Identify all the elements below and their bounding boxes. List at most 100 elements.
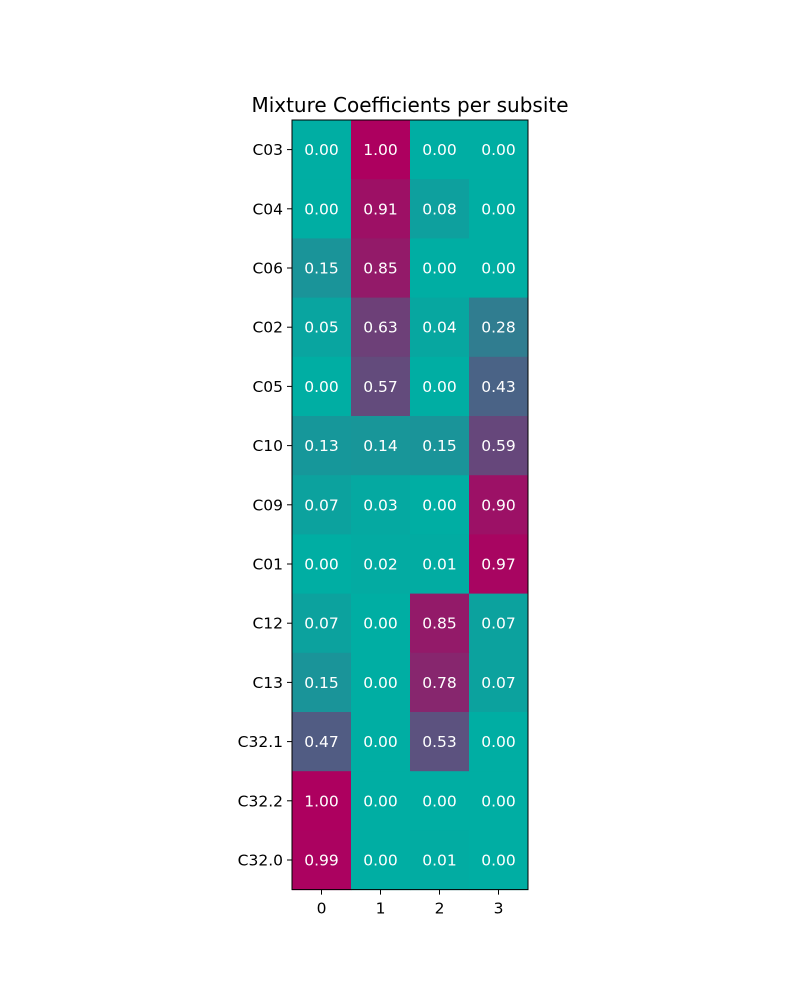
cell-value-label: 0.00: [363, 792, 398, 810]
heatmap-cell: [469, 771, 529, 831]
heatmap-cell: [410, 297, 470, 358]
chart-title: Mixture Coefficients per subsite: [251, 93, 568, 117]
y-tick-label: C03: [252, 141, 283, 159]
y-tick-label: C04: [252, 200, 283, 218]
y-axis: C03 C04 C06 C02 C05 C10 C09 C01 C12 C13 C32.1 C32.2…: [238, 141, 292, 870]
heatmap-cell: [410, 238, 470, 299]
cell-value-label: 0.00: [481, 141, 516, 159]
y-tick-label: C05: [252, 378, 283, 396]
heatmap-cell: [351, 297, 411, 358]
heatmap-cell: [351, 238, 411, 299]
heatmap-cell: [351, 416, 411, 476]
cell-value-label: 0.07: [481, 674, 516, 692]
cell-value-label: 0.78: [422, 674, 457, 692]
cell-value-label: 0.00: [363, 615, 398, 633]
heatmap-cell-labels: 0.00 1.00 0.00 0.00 0.00 0.91 0.08 0.00 0.15 0.85…: [304, 141, 516, 869]
y-tick-label: C12: [252, 615, 283, 633]
heatmap-cell: [292, 712, 352, 772]
cell-value-label: 0.91: [363, 200, 398, 218]
heatmap-cell: [469, 356, 529, 417]
y-tick-label: C10: [252, 437, 283, 455]
cell-value-label: 0.07: [304, 615, 339, 633]
heatmap-cell: [292, 356, 352, 417]
cell-value-label: 0.28: [481, 319, 516, 337]
heatmap-cell: [292, 771, 352, 831]
heatmap-cell: [469, 179, 529, 239]
heatmap-cell: [469, 120, 529, 180]
heatmap-cell: [410, 356, 470, 417]
cell-value-label: 0.00: [481, 260, 516, 278]
heatmap-cell: [292, 297, 352, 358]
cell-value-label: 0.08: [422, 200, 457, 218]
heatmap-cell: [410, 712, 470, 772]
heatmap-cell: [292, 830, 352, 891]
cell-value-label: 0.00: [304, 378, 339, 396]
y-tick-label: C32.0: [238, 852, 283, 870]
y-tick-label: C06: [252, 260, 283, 278]
y-tick-label: C13: [252, 674, 283, 692]
cell-value-label: 0.99: [304, 852, 339, 870]
x-tick-label: 0: [317, 900, 327, 918]
cell-value-label: 0.59: [481, 437, 516, 455]
cell-value-label: 0.00: [422, 792, 457, 810]
y-tick-label: C01: [252, 556, 283, 574]
cell-value-label: 0.85: [422, 615, 457, 633]
heatmap-cell: [351, 475, 411, 535]
cell-value-label: 0.14: [363, 437, 398, 455]
heatmap-cell: [351, 771, 411, 831]
cell-value-label: 0.47: [304, 733, 339, 751]
cell-value-label: 0.00: [304, 556, 339, 574]
cell-value-label: 0.53: [422, 733, 457, 751]
cell-value-label: 0.00: [422, 496, 457, 514]
y-tick-label: C32.1: [238, 733, 283, 751]
cell-value-label: 0.00: [422, 260, 457, 278]
cell-value-label: 0.00: [422, 378, 457, 396]
cell-value-label: 1.00: [304, 792, 339, 810]
cell-value-label: 0.04: [422, 319, 457, 337]
cell-value-label: 0.00: [363, 674, 398, 692]
heatmap-cell: [292, 534, 352, 595]
heatmap-cell: [410, 593, 470, 654]
heatmap-cell: [410, 652, 470, 713]
heatmap-cell: [292, 179, 352, 239]
y-tick-label: C32.2: [238, 792, 283, 810]
heatmap-cell: [469, 534, 529, 595]
heatmap-cell: [292, 593, 352, 654]
x-tick-label: 1: [376, 900, 386, 918]
cell-value-label: 0.15: [304, 260, 339, 278]
x-tick-label: 3: [494, 900, 504, 918]
plot-frame: [291, 119, 529, 891]
heatmap-cell: [292, 475, 352, 535]
heatmap-cell: [351, 534, 411, 595]
cell-value-label: 0.13: [304, 437, 339, 455]
heatmap-cell: [292, 652, 352, 713]
cell-value-label: 0.05: [304, 319, 339, 337]
heatmap-cell: [351, 652, 411, 713]
cell-value-label: 0.03: [363, 496, 398, 514]
heatmap-cell: [410, 475, 470, 535]
cell-value-label: 0.90: [481, 496, 516, 514]
heatmap-cell: [292, 120, 352, 180]
heatmap-cell: [410, 120, 470, 180]
cell-value-label: 0.57: [363, 378, 398, 396]
heatmap-cell: [351, 830, 411, 891]
heatmap-cell: [410, 179, 470, 239]
cell-value-label: 0.01: [422, 556, 457, 574]
heatmap-cell: [469, 830, 529, 891]
heatmap-cell: [469, 712, 529, 772]
cell-value-label: 0.00: [481, 200, 516, 218]
heatmap-cell: [351, 593, 411, 654]
heatmap-cell: [410, 534, 470, 595]
cell-value-label: 0.85: [363, 260, 398, 278]
cell-value-label: 0.00: [481, 733, 516, 751]
heatmap-cell: [292, 238, 352, 299]
heatmap-cell: [292, 416, 352, 476]
cell-value-label: 0.02: [363, 556, 398, 574]
cell-value-label: 0.07: [481, 615, 516, 633]
cell-value-label: 0.00: [481, 792, 516, 810]
cell-value-label: 0.00: [304, 141, 339, 159]
y-tick-label: C02: [252, 319, 283, 337]
heatmap-cell: [469, 475, 529, 535]
cell-value-label: 0.00: [363, 733, 398, 751]
